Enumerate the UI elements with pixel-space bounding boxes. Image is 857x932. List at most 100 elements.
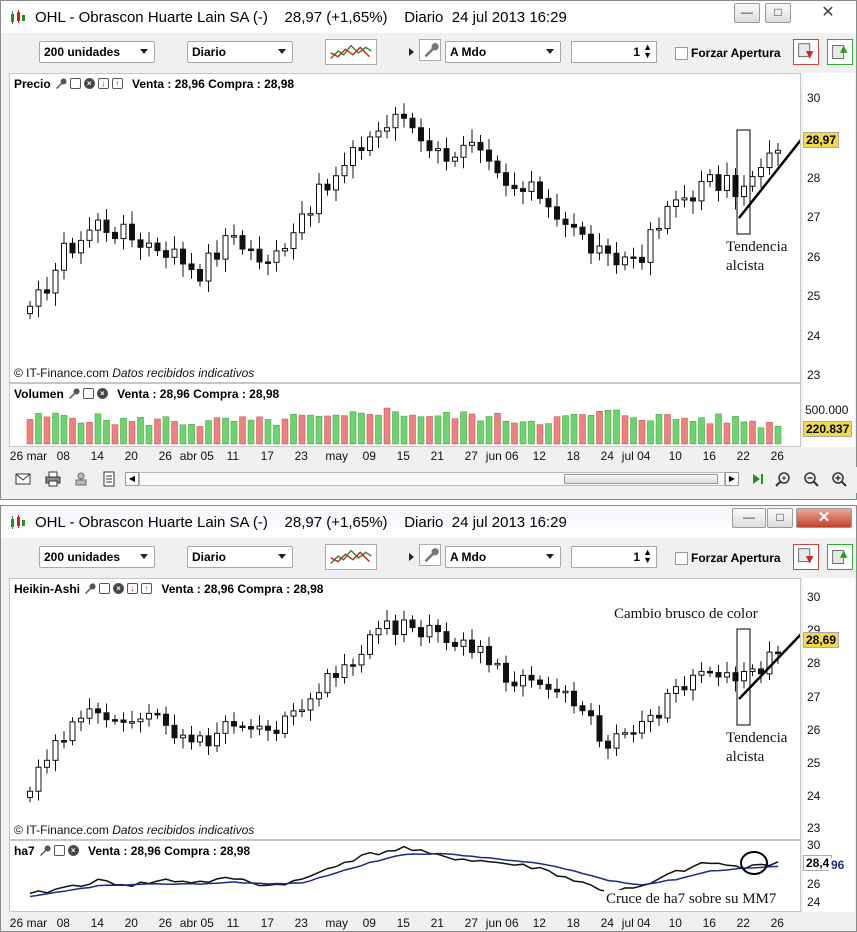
volume-bar bbox=[213, 417, 221, 445]
candle-body bbox=[596, 715, 603, 742]
maximize-button[interactable]: □ bbox=[767, 508, 793, 528]
mail-icon[interactable] bbox=[15, 471, 31, 487]
zoom-out-icon[interactable] bbox=[803, 471, 819, 487]
window-icon[interactable] bbox=[82, 388, 94, 400]
window-title: OHL - Obrascon Huarte Lain SA (-) bbox=[35, 514, 268, 531]
wrench-icon[interactable] bbox=[83, 582, 96, 595]
candle-body bbox=[86, 229, 93, 241]
buy-mini-icon[interactable]: ↑ bbox=[141, 583, 153, 595]
window-icon[interactable] bbox=[69, 78, 81, 90]
sell-button[interactable] bbox=[793, 544, 819, 570]
candle-body bbox=[180, 734, 186, 739]
candle-body bbox=[732, 175, 739, 198]
volume-bar bbox=[341, 415, 348, 445]
candle-body bbox=[78, 717, 84, 723]
wrench-icon[interactable] bbox=[419, 544, 441, 566]
candle-body bbox=[350, 147, 356, 166]
time-tick: abr 05 bbox=[179, 916, 214, 930]
candle-body bbox=[137, 718, 144, 723]
order-type-dropdown[interactable]: A Mdo bbox=[445, 41, 561, 63]
quantity-stepper[interactable]: 1 ▲ ▼ bbox=[571, 546, 657, 568]
expand-arrow-icon[interactable] bbox=[409, 48, 414, 56]
time-tick: jul 04 bbox=[621, 449, 651, 463]
period-dropdown[interactable]: Diario bbox=[187, 41, 293, 63]
units-dropdown[interactable]: 200 unidades bbox=[39, 41, 155, 63]
color-change-annotation: Cambio brusco de color bbox=[614, 606, 758, 622]
candle-body bbox=[579, 226, 586, 235]
time-tick: 18 bbox=[566, 449, 580, 463]
volume-bar bbox=[434, 415, 442, 445]
wrench-icon[interactable] bbox=[38, 844, 51, 857]
volume-bar bbox=[570, 413, 578, 445]
candle-body bbox=[690, 197, 696, 202]
candle-body bbox=[749, 668, 756, 672]
document-icon[interactable] bbox=[101, 471, 117, 487]
candle-body bbox=[375, 130, 382, 138]
buy-button[interactable] bbox=[827, 544, 853, 570]
close-button[interactable]: ✕ bbox=[809, 3, 847, 23]
chart-type-icon[interactable] bbox=[325, 39, 377, 65]
wrench-icon[interactable] bbox=[67, 387, 80, 400]
forzar-apertura-checkbox[interactable] bbox=[675, 552, 688, 565]
wrench-icon[interactable] bbox=[54, 77, 67, 90]
window-icon[interactable] bbox=[53, 845, 65, 857]
candle-body bbox=[44, 759, 50, 768]
candle-body bbox=[52, 269, 59, 294]
close-pane-icon[interactable]: × bbox=[96, 388, 108, 400]
sell-mini-icon[interactable]: ↓ bbox=[97, 78, 109, 90]
sell-button[interactable] bbox=[793, 39, 819, 65]
order-type-dropdown[interactable]: A Mdo bbox=[445, 546, 561, 568]
stamp-icon[interactable] bbox=[73, 471, 89, 487]
buy-mini-icon[interactable]: ↑ bbox=[111, 78, 123, 90]
maximize-button[interactable]: □ bbox=[765, 3, 791, 23]
candle-body bbox=[324, 673, 331, 694]
zoom-in-icon[interactable] bbox=[831, 471, 847, 487]
minimize-button[interactable]: — bbox=[732, 508, 766, 528]
print-icon[interactable] bbox=[45, 471, 61, 487]
scroll-left-button[interactable]: ◀ bbox=[125, 472, 139, 486]
candle-body bbox=[545, 197, 552, 208]
candle-body bbox=[214, 732, 220, 747]
candle-body bbox=[503, 662, 509, 683]
chart-type-icon[interactable] bbox=[325, 544, 377, 570]
candle-body bbox=[392, 620, 399, 635]
candle-body bbox=[163, 250, 169, 258]
period-dropdown[interactable]: Diario bbox=[187, 546, 293, 568]
scroll-end-icon[interactable] bbox=[749, 471, 765, 487]
sell-mini-icon[interactable]: ↓ bbox=[127, 583, 139, 595]
candle-body bbox=[52, 740, 59, 761]
candle-body bbox=[265, 725, 271, 731]
volume-bar bbox=[298, 414, 306, 445]
candle-body bbox=[715, 174, 722, 191]
scrollbar-thumb[interactable] bbox=[564, 474, 718, 484]
candle-body bbox=[35, 766, 42, 792]
candle-body bbox=[375, 628, 382, 636]
volume-bar bbox=[137, 416, 144, 445]
close-button[interactable]: ✕ bbox=[796, 508, 852, 528]
time-tick: may bbox=[325, 449, 349, 463]
minimize-button[interactable]: — bbox=[734, 3, 760, 23]
close-pane-icon[interactable]: × bbox=[83, 78, 95, 90]
price-tick: 27 bbox=[807, 690, 821, 704]
forzar-apertura-checkbox[interactable] bbox=[675, 47, 688, 60]
volume-bar bbox=[86, 422, 93, 445]
wrench-icon[interactable] bbox=[419, 39, 441, 61]
time-tick: 16 bbox=[702, 449, 716, 463]
quantity-stepper[interactable]: 1 ▲ ▼ bbox=[571, 41, 657, 63]
buy-button[interactable] bbox=[827, 39, 853, 65]
candle-body bbox=[469, 141, 475, 146]
expand-arrow-icon[interactable] bbox=[409, 553, 414, 561]
pane-quote: Venta : 28,96 Compra : 28,98 bbox=[88, 843, 251, 858]
close-pane-icon[interactable]: × bbox=[67, 845, 79, 857]
candle-body bbox=[588, 710, 594, 717]
time-tick: jun 06 bbox=[485, 449, 519, 463]
candle-body bbox=[137, 239, 144, 248]
candle-body bbox=[103, 712, 110, 721]
close-pane-icon[interactable]: × bbox=[113, 583, 125, 595]
zoom-fit-icon[interactable] bbox=[775, 471, 791, 487]
window-icon[interactable] bbox=[99, 583, 111, 595]
units-dropdown[interactable]: 200 unidades bbox=[39, 546, 155, 568]
horizontal-scrollbar[interactable] bbox=[139, 472, 725, 486]
scroll-right-button[interactable]: ▶ bbox=[725, 472, 739, 486]
volume-bar bbox=[162, 416, 170, 445]
